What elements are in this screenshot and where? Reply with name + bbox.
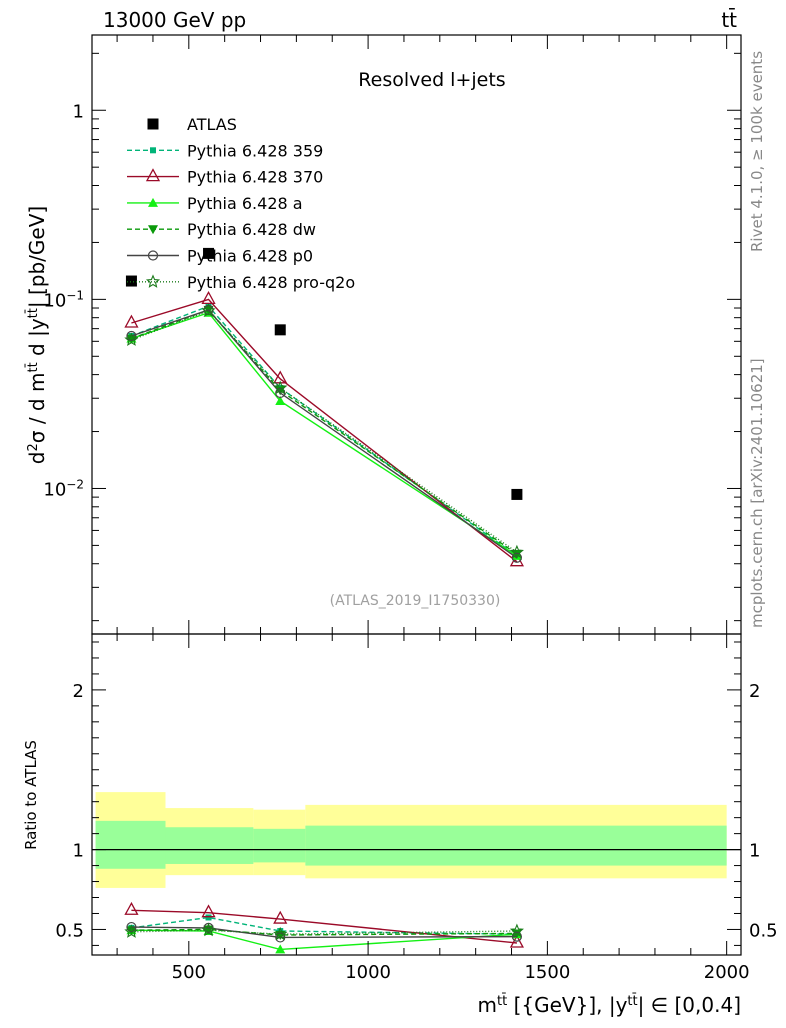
x-tick-label: 2000 bbox=[704, 962, 750, 983]
stat-band-2 bbox=[253, 828, 306, 863]
legend-marker-5 bbox=[147, 250, 159, 261]
ratio-point-5 bbox=[201, 922, 216, 937]
legend-marker-3 bbox=[148, 197, 158, 207]
legend-label-1: Pythia 6.428 359 bbox=[187, 141, 323, 160]
ratio-y-axis-label: Ratio to ATLAS bbox=[22, 740, 40, 850]
ratio-line-0 bbox=[131, 916, 517, 935]
ratio-point-5 bbox=[273, 926, 288, 941]
ratio-point-5 bbox=[124, 924, 139, 938]
legend-marker-0 bbox=[147, 118, 159, 130]
rivet-version-label: Rivet 4.1.0, ≥ 100k events bbox=[748, 51, 766, 252]
legend-label-3: Pythia 6.428 a bbox=[187, 194, 303, 213]
ratio-point-5 bbox=[509, 923, 524, 938]
legend-marker-2 bbox=[145, 168, 161, 182]
series-line-1 bbox=[131, 298, 518, 563]
series-point-4 bbox=[126, 330, 137, 342]
ratio-point-1 bbox=[509, 934, 524, 948]
main-y-axis-label: d2σ / d mtt̄ d |ytt̄| [pb/GeV] bbox=[25, 206, 49, 464]
legend-label-6: Pythia 6.428 pro-q2o bbox=[187, 273, 355, 292]
series-point-5 bbox=[273, 380, 288, 394]
main-y-tick-label: 1 bbox=[73, 101, 84, 122]
main-y-tick-label: 10−2 bbox=[43, 477, 84, 500]
legend: ATLAS Pythia 6.428 359 Pythia 6.428 370 Pyt… bbox=[127, 115, 355, 292]
ratio-point-1 bbox=[124, 901, 139, 915]
series-point-1 bbox=[124, 314, 139, 328]
stat-band-1 bbox=[165, 827, 254, 864]
legend-marker-4 bbox=[148, 225, 158, 235]
mcplots-label: mcplots.cern.ch [arXiv:2401.10621] bbox=[748, 358, 766, 628]
ratio-point-4 bbox=[275, 932, 286, 943]
ratio-point-3 bbox=[126, 926, 137, 936]
series-line-2 bbox=[131, 311, 518, 557]
legend-label-2: Pythia 6.428 370 bbox=[187, 168, 323, 187]
ratio-point-1 bbox=[201, 904, 216, 918]
series-point-5 bbox=[509, 544, 524, 559]
legend-marker-6 bbox=[145, 274, 161, 288]
series-point-1 bbox=[509, 553, 524, 567]
main-plot-title: Resolved l+jets bbox=[358, 69, 505, 91]
series-line-0 bbox=[131, 305, 518, 557]
ratio-line-4 bbox=[131, 926, 517, 939]
series-point-4 bbox=[275, 387, 286, 399]
ratio-plot-frame bbox=[91, 633, 742, 956]
ratio-y-tick-label-right: 2 bbox=[749, 681, 760, 702]
ratio-y-tick-label-right: 1 bbox=[749, 841, 760, 862]
ratio-plot-panel: 0.5 0.5 1 1 2 2 500 1000 1500 2000 bbox=[55, 633, 778, 983]
atlas-data-point bbox=[274, 324, 286, 336]
atlas-data-point bbox=[125, 275, 137, 287]
ratio-point-4 bbox=[511, 931, 522, 942]
series-line-4 bbox=[131, 309, 518, 559]
main-y-tick-label: 10−1 bbox=[43, 288, 84, 311]
atlas-data-point bbox=[203, 247, 215, 259]
series-point-4 bbox=[511, 552, 522, 563]
stat-band-0 bbox=[95, 820, 166, 869]
legend-label-4: Pythia 6.428 dw bbox=[187, 220, 316, 239]
stat-band-3 bbox=[305, 825, 727, 866]
legend-marker-1 bbox=[150, 147, 156, 154]
process-label: tt̄ bbox=[721, 7, 737, 32]
watermark-label: (ATLAS_2019_I1750330) bbox=[330, 593, 501, 609]
series-point-5 bbox=[201, 303, 216, 317]
legend-label-5: Pythia 6.428 p0 bbox=[187, 247, 313, 266]
x-tick-label: 1500 bbox=[524, 962, 570, 983]
ratio-line-2 bbox=[131, 929, 517, 951]
series-point-2 bbox=[275, 396, 286, 406]
ratio-line-1 bbox=[131, 909, 517, 944]
x-tick-label: 500 bbox=[172, 962, 206, 983]
ratio-y-tick-label-left: 1 bbox=[73, 841, 84, 862]
ratio-point-0 bbox=[205, 914, 212, 921]
atlas-data-point bbox=[511, 488, 523, 500]
x-axis-label: mtt̄ [{GeV}], |ytt̄| ∈ [0,0.4] bbox=[478, 993, 741, 1017]
ratio-y-tick-label-left: 2 bbox=[73, 681, 84, 702]
series-point-5 bbox=[124, 332, 139, 346]
ratio-y-tick-label-left: 0.5 bbox=[55, 920, 84, 941]
legend-label-0: ATLAS bbox=[187, 115, 237, 134]
series-point-3 bbox=[126, 334, 137, 344]
ratio-point-1 bbox=[273, 910, 288, 924]
ratio-line-5 bbox=[131, 929, 517, 935]
series-line-5 bbox=[131, 309, 518, 553]
series-point-1 bbox=[201, 291, 216, 305]
x-tick-label: 1000 bbox=[345, 962, 391, 983]
ratio-y-tick-label-right: 0.5 bbox=[749, 920, 778, 941]
ratio-point-2 bbox=[275, 944, 286, 954]
energy-label: 13000 GeV pp bbox=[103, 8, 246, 32]
